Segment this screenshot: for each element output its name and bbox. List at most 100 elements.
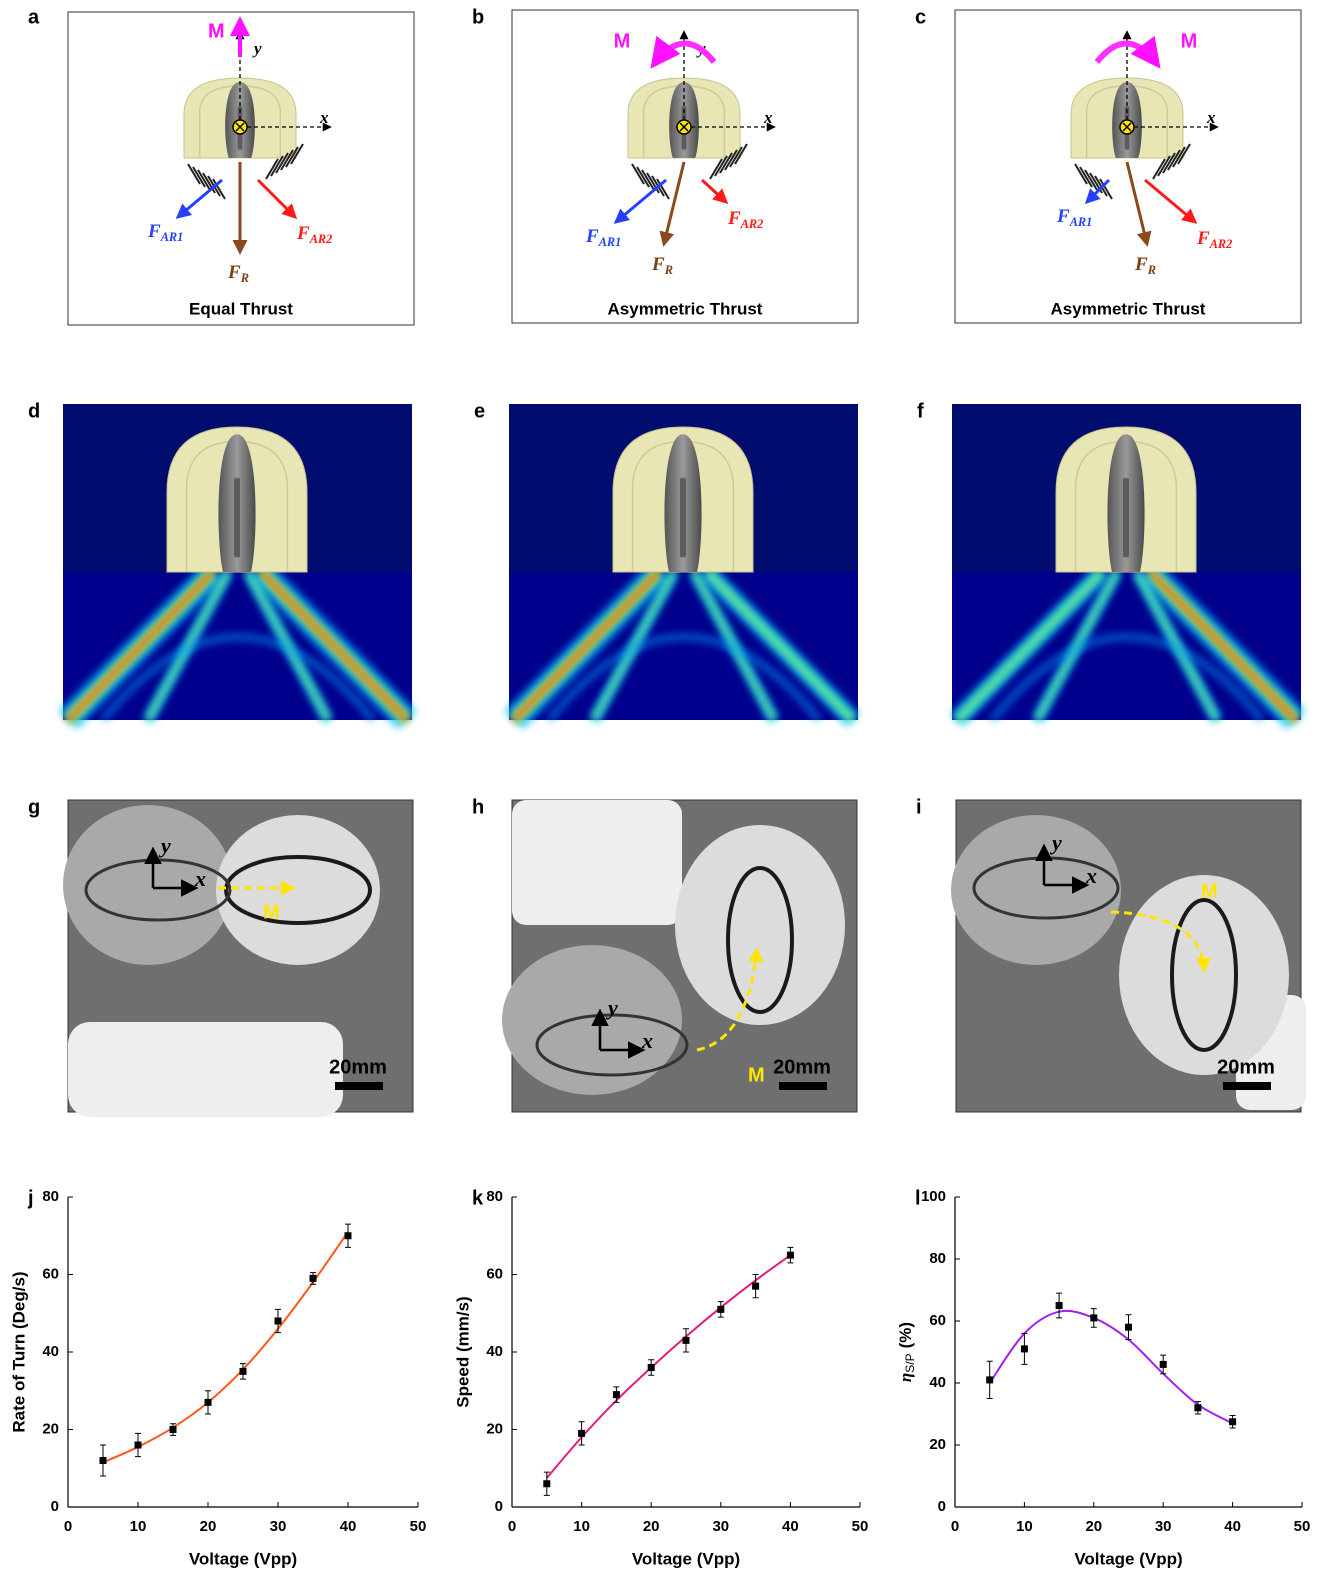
x-tick-label: 30 xyxy=(270,1518,287,1535)
force-label-main: F xyxy=(727,208,741,229)
y-tick-label: 0 xyxy=(495,1498,503,1515)
panel-label: f xyxy=(917,400,924,422)
x-tick-label: 20 xyxy=(643,1518,660,1535)
x-tick-label: 10 xyxy=(573,1518,590,1535)
force-label-sub: AR1 xyxy=(1069,215,1093,229)
force-label-sub: AR2 xyxy=(309,232,333,246)
y-tick-label: 0 xyxy=(938,1498,946,1515)
photo-axis-x-label: x xyxy=(641,1028,653,1053)
force-label-main: F xyxy=(227,262,241,283)
panel-caption: Equal Thrust xyxy=(189,299,293,318)
force-label: FAR1 xyxy=(585,226,621,248)
panel-label: e xyxy=(474,400,485,422)
data-point xyxy=(240,1368,247,1375)
robot-slot xyxy=(234,478,241,558)
data-point xyxy=(543,1480,550,1487)
fit-curve xyxy=(103,1232,348,1463)
x-tick-label: 50 xyxy=(1294,1518,1311,1535)
y-tick-label: 80 xyxy=(486,1188,503,1205)
moment-label: M xyxy=(614,30,631,52)
y-tick-label: 80 xyxy=(42,1188,59,1205)
scale-label: 20mm xyxy=(1217,1056,1275,1078)
x-tick-label: 30 xyxy=(1155,1518,1172,1535)
data-point xyxy=(613,1391,620,1398)
force-label-main: F xyxy=(1134,254,1148,275)
robot-slot xyxy=(680,478,687,558)
force-label: FAR2 xyxy=(296,223,332,245)
data-point xyxy=(787,1252,794,1259)
moment-label: M xyxy=(263,901,280,923)
axis-x-label: x xyxy=(319,108,329,127)
moment-label: M xyxy=(748,1064,765,1086)
axis-y-label: y xyxy=(252,39,262,58)
x-tick-label: 10 xyxy=(130,1518,147,1535)
data-point xyxy=(986,1376,993,1383)
x-tick-label: 20 xyxy=(1085,1518,1102,1535)
force-label-main: F xyxy=(1056,206,1070,227)
force-label-sub: R xyxy=(240,271,249,285)
page: ayxFAR1FAR2FRMEqual ThrustbyxFAR1FAR2FRM… xyxy=(0,0,1331,1573)
data-point xyxy=(345,1232,352,1239)
data-point xyxy=(100,1457,107,1464)
panel-label: i xyxy=(916,796,922,818)
data-point xyxy=(1229,1418,1236,1425)
x-tick-label: 0 xyxy=(951,1518,959,1535)
y-axis-label-symbol: η xyxy=(896,1373,915,1382)
y-tick-label: 0 xyxy=(51,1498,59,1515)
moment-label: M xyxy=(208,20,225,42)
panel-caption: Asymmetric Thrust xyxy=(608,299,763,318)
force-label: FR xyxy=(227,262,249,284)
x-tick-label: 30 xyxy=(712,1518,729,1535)
wall-block xyxy=(68,1022,343,1117)
force-ar2 xyxy=(702,180,726,202)
y-tick-label: 40 xyxy=(929,1374,946,1391)
robot-slot xyxy=(1123,478,1130,558)
axis-x-label: x xyxy=(1206,108,1216,127)
y-axis-label-sub: S/P xyxy=(903,1353,917,1372)
scale-label: 20mm xyxy=(329,1056,387,1078)
y-tick-label: 40 xyxy=(42,1343,59,1360)
force-label: FAR2 xyxy=(727,208,763,230)
panel-label: j xyxy=(27,1187,34,1209)
panel-label: h xyxy=(472,796,484,818)
panel-label: k xyxy=(472,1187,484,1209)
y-tick-label: 60 xyxy=(42,1265,59,1282)
y-tick-label: 60 xyxy=(929,1312,946,1329)
data-point xyxy=(578,1430,585,1437)
y-tick-label: 20 xyxy=(42,1420,59,1437)
force-label-main: F xyxy=(651,254,665,275)
moment-label: M xyxy=(1201,880,1218,902)
tail-float xyxy=(951,815,1121,965)
x-tick-label: 50 xyxy=(410,1518,427,1535)
x-tick-label: 40 xyxy=(1224,1518,1241,1535)
data-point xyxy=(648,1364,655,1371)
force-label-sub: AR1 xyxy=(598,235,622,249)
force-label: FAR1 xyxy=(147,221,183,243)
force-r xyxy=(1127,162,1147,244)
photo-axis-x-label: x xyxy=(1085,863,1097,888)
y-axis-label: Rate of Turn (Deg/s) xyxy=(9,1271,28,1432)
force-label-sub: R xyxy=(1147,263,1156,277)
force-r xyxy=(664,162,684,244)
robot-float xyxy=(1119,875,1289,1075)
y-tick-label: 20 xyxy=(486,1420,503,1437)
y-tick-label: 60 xyxy=(486,1265,503,1282)
y-tick-label: 40 xyxy=(486,1343,503,1360)
photo-axis-x-label: x xyxy=(194,866,206,891)
force-label: FAR1 xyxy=(1056,206,1092,228)
y-tick-label: 100 xyxy=(921,1188,946,1205)
force-label-sub: AR2 xyxy=(740,217,764,231)
data-point xyxy=(1021,1345,1028,1352)
wall-block xyxy=(512,800,682,925)
panel-caption: Asymmetric Thrust xyxy=(1051,299,1206,318)
force-label-main: F xyxy=(1196,228,1210,249)
moment-label: M xyxy=(1181,30,1198,52)
y-axis-label: Speed (mm/s) xyxy=(453,1296,472,1407)
force-label: FAR2 xyxy=(1196,228,1232,250)
force-label-sub: AR2 xyxy=(1209,237,1233,251)
x-axis-label: Voltage (Vpp) xyxy=(632,1549,740,1568)
data-point xyxy=(205,1399,212,1406)
panel-label: d xyxy=(28,400,40,422)
data-point xyxy=(1056,1302,1063,1309)
data-point xyxy=(1125,1324,1132,1331)
